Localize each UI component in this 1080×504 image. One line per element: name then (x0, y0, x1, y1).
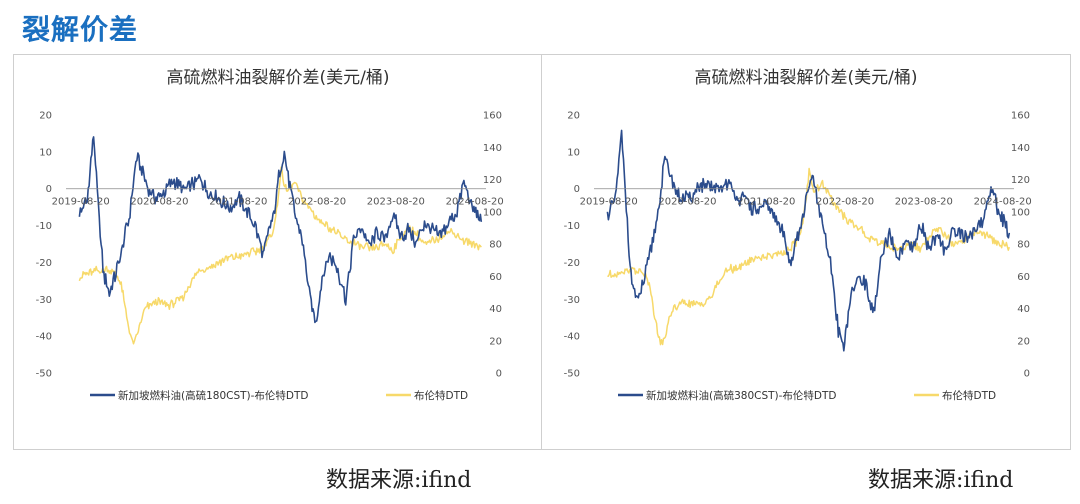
chart-180cst: 高硫燃料油裂解价差(美元/桶)20100-10-20-30-40-5016014… (36, 68, 504, 402)
chart-panel-380cst: 高硫燃料油裂解价差(美元/桶) 20 10 0 -10 -20 -30 -40 -50 160 14… (541, 54, 1071, 450)
x-tick-label: 2019-08-20 (580, 197, 638, 208)
y-right-tick: 120 (483, 175, 502, 186)
y-right-tick: 80 (489, 240, 502, 251)
y-right-tick: 40 (1017, 304, 1030, 315)
source-note-right: 数据来源:ifind (868, 468, 1014, 493)
x-tick-label: 2022-08-20 (288, 197, 346, 208)
y-left-tick: 20 (39, 111, 52, 122)
x-tick-label: 2020-08-20 (130, 197, 188, 208)
y-left-tick: -50 (564, 369, 580, 380)
chart-panel-180cst: 高硫燃料油裂解价差(美元/桶) 20 10 0 -10 -20 -30 -40 -50 160 14… (13, 54, 543, 450)
x-tick-label: 2021-08-20 (737, 197, 795, 208)
y-left-tick: -50 (36, 369, 52, 380)
spread-series-line (78, 136, 483, 324)
x-tick-label: 2023-08-20 (367, 197, 425, 208)
y-right-tick: 120 (1011, 175, 1030, 186)
y-right-tick: 60 (489, 272, 502, 283)
chart-title: 高硫燃料油裂解价差(美元/桶) (167, 68, 390, 88)
y-left-tick: -10 (564, 221, 580, 232)
page-heading: 裂解价差 (22, 13, 139, 46)
x-tick-label: 2023-08-20 (895, 197, 953, 208)
x-tick-label: 2022-08-20 (816, 197, 874, 208)
y-left-tick: -30 (36, 295, 52, 306)
legend-label-brent: 布伦特DTD (942, 389, 996, 402)
y-left-tick: -10 (36, 221, 52, 232)
y-right-tick: 160 (1011, 111, 1030, 122)
chart-title: 高硫燃料油裂解价差(美元/桶) (695, 68, 918, 88)
y-right-tick: 140 (1011, 143, 1030, 154)
y-left-tick: -30 (564, 295, 580, 306)
y-left-tick: 0 (574, 184, 580, 195)
spread-series-line (606, 129, 1011, 352)
x-tick-label: 2024-08-20 (974, 197, 1032, 208)
y-right-tick: 40 (489, 304, 502, 315)
y-right-tick: 100 (483, 207, 502, 218)
x-tick-label: 2021-08-20 (209, 197, 267, 208)
x-tick-label: 2020-08-20 (658, 197, 716, 208)
legend-label-brent: 布伦特DTD (414, 389, 468, 402)
x-tick-label: 2019-08-20 (52, 197, 110, 208)
y-right-tick: 20 (489, 336, 502, 347)
y-right-tick: 60 (1017, 272, 1030, 283)
y-left-tick: 20 (567, 111, 580, 122)
legend-label-spread: 新加坡燃料油(高硫380CST)-布伦特DTD (646, 389, 837, 402)
y-left-tick: 10 (567, 147, 580, 158)
legend-label-spread: 新加坡燃料油(高硫180CST)-布伦特DTD (118, 389, 309, 402)
source-note-left: 数据来源:ifind (326, 468, 472, 493)
y-left-tick: -40 (564, 332, 580, 343)
y-right-tick: 100 (1011, 207, 1030, 218)
chart-380cst: 高硫燃料油裂解价差(美元/桶)20100-10-20-30-40-5016014… (564, 68, 1032, 402)
x-tick-label: 2024-08-20 (446, 197, 504, 208)
brent-series-line (607, 167, 1011, 346)
y-left-tick: -40 (36, 332, 52, 343)
y-right-tick: 160 (483, 111, 502, 122)
y-right-tick: 80 (1017, 240, 1030, 251)
y-left-tick: -20 (36, 258, 52, 269)
y-right-tick: 140 (483, 143, 502, 154)
y-left-tick: 10 (39, 147, 52, 158)
y-right-tick: 0 (496, 369, 502, 380)
y-right-tick: 0 (1024, 369, 1030, 380)
brent-series-line (78, 166, 482, 345)
y-right-tick: 20 (1017, 336, 1030, 347)
y-left-tick: 0 (46, 184, 52, 195)
y-left-tick: -20 (564, 258, 580, 269)
